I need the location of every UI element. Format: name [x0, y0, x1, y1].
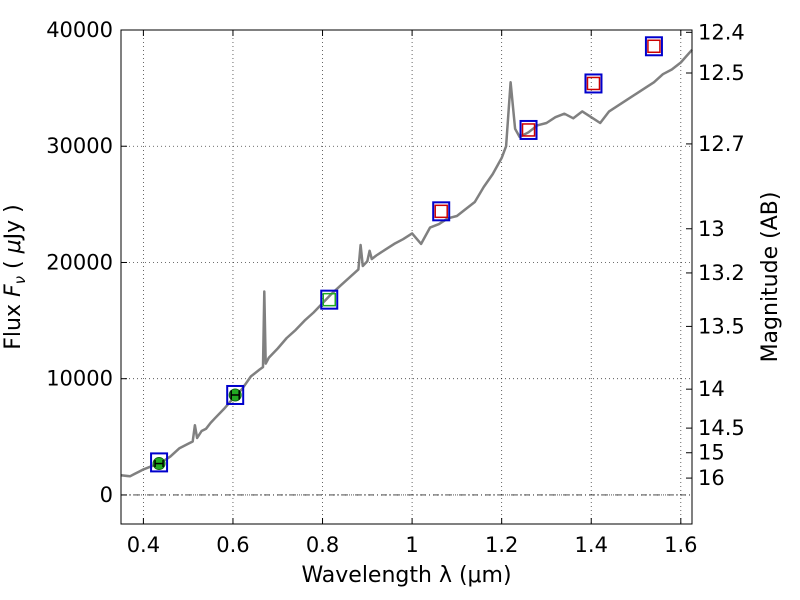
x-tick-label: 1 — [405, 533, 418, 557]
magnitude-tick-label: 13 — [698, 217, 725, 241]
photometry-point-6 — [584, 73, 603, 94]
spectrum-series — [120, 48, 693, 478]
grid-lines — [121, 29, 692, 524]
plot-frame — [120, 29, 693, 525]
observed-square — [434, 204, 448, 219]
y-axis-label: Flux Fν ( μJy ) — [1, 204, 29, 349]
y-axis-ticks: 0 10000 20000 30000 40000 — [46, 18, 127, 507]
x-tick-label: 0.6 — [216, 533, 249, 557]
photometry-point-4 — [432, 201, 451, 222]
magnitude-tick-label: 15 — [698, 441, 725, 465]
magnitude-tick-label: 12.5 — [698, 61, 745, 85]
magnitude-tick-label: 16 — [698, 466, 725, 490]
photometry-point-7 — [644, 36, 663, 57]
magnitude-tick-label: 13.2 — [698, 261, 745, 285]
y-tick-label: 0 — [100, 483, 113, 507]
y-tick-label: 10000 — [46, 367, 113, 391]
model-square — [432, 201, 451, 222]
photometry-points — [150, 36, 663, 473]
magnitude-tick-label: 13.5 — [698, 314, 745, 338]
y-tick-label: 20000 — [46, 250, 113, 274]
observed-square — [586, 76, 601, 91]
magnitude-tick-label: 12.4 — [698, 20, 745, 44]
photometry-point-1 — [150, 452, 169, 473]
x-axis-ticks: 0.4 0.6 0.8 1 1.2 1.4 1.6 — [127, 30, 698, 557]
x-tick-label: 1.2 — [485, 533, 518, 557]
photometry-point-3 — [320, 289, 339, 310]
x-tick-label: 1.6 — [664, 533, 697, 557]
spectrum-line — [120, 48, 693, 478]
x-tick-label: 1.4 — [575, 533, 608, 557]
x-axis-label: Wavelength λ (μm) — [301, 563, 511, 588]
x-tick-label: 0.8 — [306, 533, 339, 557]
model-square — [320, 289, 339, 310]
model-square — [584, 73, 603, 94]
model-square — [644, 36, 663, 57]
magnitude-tick-label: 12.7 — [698, 132, 745, 156]
model-square — [519, 119, 538, 140]
magnitude-axis-label: Magnitude (AB) — [758, 192, 783, 363]
model-square — [150, 452, 169, 473]
photometry-point-2 — [226, 384, 245, 405]
observed-square — [647, 39, 661, 54]
photometry-point-5 — [519, 119, 538, 140]
observed-square — [521, 123, 536, 137]
model-square — [226, 384, 245, 405]
y-tick-label: 40000 — [46, 18, 113, 42]
x-tick-label: 0.4 — [127, 533, 160, 557]
magnitude-tick-label: 14 — [698, 377, 725, 401]
y-tick-label: 30000 — [46, 134, 113, 158]
magnitude-tick-label: 14.5 — [698, 416, 745, 440]
observed-square — [322, 292, 336, 307]
